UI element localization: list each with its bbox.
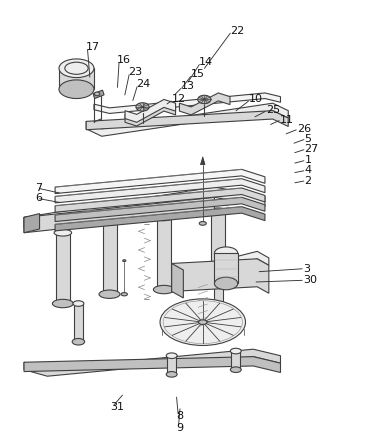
Polygon shape: [74, 304, 83, 341]
Polygon shape: [94, 93, 280, 114]
Ellipse shape: [160, 299, 246, 345]
Ellipse shape: [52, 299, 73, 308]
Polygon shape: [86, 111, 288, 130]
Ellipse shape: [166, 353, 177, 358]
Text: 11: 11: [280, 115, 294, 124]
Ellipse shape: [59, 80, 94, 99]
Polygon shape: [157, 218, 171, 289]
Ellipse shape: [72, 338, 85, 345]
Text: 17: 17: [85, 42, 99, 52]
Polygon shape: [167, 354, 176, 373]
Polygon shape: [56, 233, 70, 304]
Text: 24: 24: [136, 79, 150, 89]
Ellipse shape: [99, 290, 120, 298]
Polygon shape: [24, 357, 280, 373]
Polygon shape: [179, 93, 230, 115]
Text: 13: 13: [181, 81, 195, 91]
Polygon shape: [86, 103, 288, 136]
Ellipse shape: [73, 301, 84, 306]
Ellipse shape: [155, 214, 173, 221]
Polygon shape: [24, 349, 280, 376]
Ellipse shape: [101, 218, 118, 226]
Ellipse shape: [153, 285, 174, 294]
Ellipse shape: [199, 222, 206, 225]
Ellipse shape: [123, 260, 126, 262]
Polygon shape: [200, 157, 205, 165]
Ellipse shape: [121, 293, 128, 296]
Text: 12: 12: [172, 95, 186, 104]
Polygon shape: [172, 259, 269, 293]
Text: 27: 27: [305, 144, 319, 154]
Polygon shape: [231, 349, 241, 369]
Polygon shape: [93, 90, 104, 99]
Polygon shape: [55, 188, 265, 212]
Polygon shape: [55, 169, 265, 194]
Text: 1: 1: [305, 155, 312, 165]
Polygon shape: [59, 68, 94, 89]
Polygon shape: [172, 263, 183, 298]
Text: 14: 14: [199, 57, 213, 67]
Text: 7: 7: [35, 183, 42, 193]
Text: 3: 3: [303, 264, 310, 274]
Text: 25: 25: [266, 105, 280, 115]
Ellipse shape: [136, 103, 149, 111]
Ellipse shape: [54, 230, 72, 236]
Text: 31: 31: [110, 402, 124, 412]
Text: 22: 22: [230, 26, 244, 36]
Text: 6: 6: [35, 193, 42, 203]
Polygon shape: [24, 197, 215, 233]
Text: 26: 26: [297, 124, 311, 134]
Ellipse shape: [212, 315, 225, 322]
Ellipse shape: [230, 348, 241, 354]
Ellipse shape: [209, 208, 227, 214]
Text: 10: 10: [249, 95, 262, 104]
Text: 5: 5: [305, 134, 312, 143]
Ellipse shape: [199, 320, 207, 325]
Text: 2: 2: [305, 175, 312, 186]
Ellipse shape: [208, 280, 229, 288]
Text: 15: 15: [190, 69, 204, 79]
Ellipse shape: [94, 92, 100, 96]
Polygon shape: [55, 178, 265, 203]
Text: 9: 9: [176, 424, 183, 433]
Polygon shape: [172, 251, 269, 278]
Polygon shape: [211, 211, 225, 284]
Text: 16: 16: [117, 55, 131, 65]
Polygon shape: [55, 206, 265, 231]
Ellipse shape: [213, 280, 224, 285]
Ellipse shape: [166, 372, 177, 377]
Text: 30: 30: [303, 275, 317, 285]
Ellipse shape: [230, 367, 241, 373]
Polygon shape: [55, 197, 265, 222]
Polygon shape: [125, 99, 176, 122]
Polygon shape: [24, 214, 39, 233]
Ellipse shape: [59, 59, 94, 78]
Polygon shape: [103, 222, 117, 294]
Text: 23: 23: [128, 67, 142, 77]
Text: 4: 4: [305, 165, 312, 175]
Ellipse shape: [198, 95, 211, 103]
Polygon shape: [125, 103, 176, 126]
Polygon shape: [24, 187, 265, 228]
Polygon shape: [214, 282, 223, 317]
Ellipse shape: [215, 277, 238, 290]
Polygon shape: [215, 253, 238, 284]
Text: 8: 8: [176, 411, 183, 421]
Ellipse shape: [215, 247, 238, 259]
